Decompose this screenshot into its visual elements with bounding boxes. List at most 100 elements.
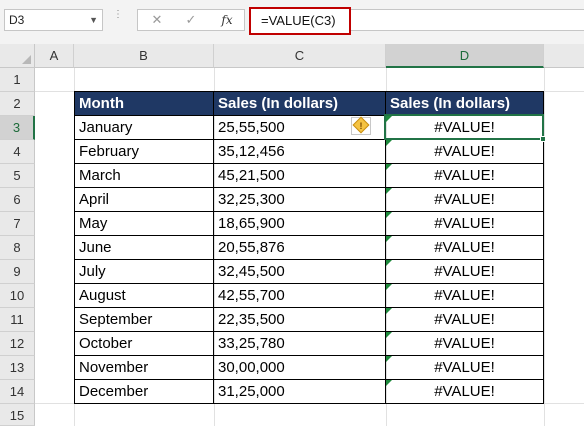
month-cell[interactable]: November bbox=[74, 355, 214, 380]
result-value: #VALUE! bbox=[434, 359, 495, 376]
row-header-8[interactable]: 8 bbox=[0, 236, 35, 260]
error-flag-icon bbox=[386, 380, 392, 386]
result-cell[interactable]: #VALUE! bbox=[385, 331, 544, 356]
error-flag-icon bbox=[386, 308, 392, 314]
formula-bar: D3 ▼ ⋮ ✕ ✓ fx =VALUE(C3) bbox=[0, 0, 584, 45]
table-row: December 31,25,000 #VALUE! bbox=[74, 379, 544, 404]
result-value: #VALUE! bbox=[434, 239, 495, 256]
table-row: June 20,55,876 #VALUE! bbox=[74, 235, 544, 260]
header-sales-value[interactable]: Sales (In dollars) bbox=[385, 91, 544, 116]
result-cell[interactable]: #VALUE! bbox=[385, 211, 544, 236]
chevron-down-icon[interactable]: ▼ bbox=[89, 15, 98, 25]
formula-input[interactable]: =VALUE(C3) bbox=[249, 7, 351, 35]
error-flag-icon bbox=[386, 116, 392, 122]
row-header-10[interactable]: 10 bbox=[0, 284, 35, 308]
formula-buttons: ✕ ✓ fx bbox=[137, 9, 245, 31]
row-header-7[interactable]: 7 bbox=[0, 212, 35, 236]
month-cell[interactable]: March bbox=[74, 163, 214, 188]
row-header-15[interactable]: 15 bbox=[0, 404, 35, 426]
sales-cell[interactable]: 20,55,876 bbox=[213, 235, 386, 260]
month-cell[interactable]: June bbox=[74, 235, 214, 260]
header-sales[interactable]: Sales (In dollars) bbox=[213, 91, 386, 116]
result-cell[interactable]: #VALUE! bbox=[385, 379, 544, 404]
row-header-5[interactable]: 5 bbox=[0, 164, 35, 188]
row-header-1[interactable]: 1 bbox=[0, 68, 35, 92]
name-box-value: D3 bbox=[9, 13, 25, 27]
sales-cell[interactable]: 31,25,000 bbox=[213, 379, 386, 404]
row-header-14[interactable]: 14 bbox=[0, 380, 35, 404]
column-header-d[interactable]: D bbox=[386, 44, 544, 68]
result-value: #VALUE! bbox=[434, 215, 495, 232]
result-cell[interactable]: #VALUE! bbox=[385, 259, 544, 284]
month-cell[interactable]: August bbox=[74, 283, 214, 308]
table-row: July 32,45,500 #VALUE! bbox=[74, 259, 544, 284]
result-value: #VALUE! bbox=[434, 287, 495, 304]
table-row: September 22,35,500 #VALUE! bbox=[74, 307, 544, 332]
table-row: October 33,25,780 #VALUE! bbox=[74, 331, 544, 356]
insert-function-button[interactable]: fx bbox=[221, 13, 233, 27]
sales-cell[interactable]: 18,65,900 bbox=[213, 211, 386, 236]
warning-diamond-icon[interactable]: ! bbox=[351, 116, 371, 135]
table-header-row: Month Sales (In dollars) Sales (In dolla… bbox=[74, 91, 544, 116]
enter-icon[interactable]: ✓ bbox=[185, 12, 197, 27]
sales-cell[interactable]: 32,25,300 bbox=[213, 187, 386, 212]
column-header-b[interactable]: B bbox=[74, 44, 214, 68]
error-flag-icon bbox=[386, 284, 392, 290]
month-cell[interactable]: February bbox=[74, 139, 214, 164]
row-header-11[interactable]: 11 bbox=[0, 308, 35, 332]
error-flag-icon bbox=[386, 356, 392, 362]
select-all-button[interactable] bbox=[0, 44, 35, 68]
month-cell[interactable]: September bbox=[74, 307, 214, 332]
month-cell[interactable]: April bbox=[74, 187, 214, 212]
row-header-12[interactable]: 12 bbox=[0, 332, 35, 356]
name-box[interactable]: D3 ▼ bbox=[4, 9, 103, 31]
month-cell[interactable]: October bbox=[74, 331, 214, 356]
month-cell[interactable]: May bbox=[74, 211, 214, 236]
row-header-13[interactable]: 13 bbox=[0, 356, 35, 380]
header-month[interactable]: Month bbox=[74, 91, 214, 116]
sales-cell[interactable]: 42,55,700 bbox=[213, 283, 386, 308]
result-value: #VALUE! bbox=[434, 263, 495, 280]
cancel-icon[interactable]: ✕ bbox=[151, 12, 163, 27]
error-flag-icon bbox=[386, 332, 392, 338]
formula-input-extension[interactable] bbox=[351, 9, 584, 31]
result-cell[interactable]: #VALUE! bbox=[385, 139, 544, 164]
table-row: April 32,25,300 #VALUE! bbox=[74, 187, 544, 212]
row-header-6[interactable]: 6 bbox=[0, 188, 35, 212]
month-cell[interactable]: July bbox=[74, 259, 214, 284]
column-header-a[interactable]: A bbox=[35, 44, 74, 68]
table-row: August 42,55,700 #VALUE! bbox=[74, 283, 544, 308]
result-value: #VALUE! bbox=[434, 167, 495, 184]
row-header-4[interactable]: 4 bbox=[0, 140, 35, 164]
drag-handle-icon[interactable]: ⋮ bbox=[113, 9, 123, 20]
column-header-e[interactable] bbox=[544, 44, 584, 68]
sales-cell[interactable]: 30,00,000 bbox=[213, 355, 386, 380]
sales-cell[interactable]: 32,45,500 bbox=[213, 259, 386, 284]
result-value: #VALUE! bbox=[434, 311, 495, 328]
column-header-c[interactable]: C bbox=[214, 44, 386, 68]
result-value: #VALUE! bbox=[434, 383, 495, 400]
gridline bbox=[35, 403, 584, 404]
result-cell[interactable]: #VALUE! bbox=[385, 187, 544, 212]
result-cell[interactable]: #VALUE! bbox=[385, 235, 544, 260]
sales-cell[interactable]: 35,12,456 bbox=[213, 139, 386, 164]
result-cell[interactable]: #VALUE! bbox=[385, 355, 544, 380]
table-row: January 25,55,500 #VALUE! bbox=[74, 115, 544, 140]
month-cell[interactable]: January bbox=[74, 115, 214, 140]
result-cell[interactable]: #VALUE! bbox=[385, 163, 544, 188]
sales-cell[interactable]: 45,21,500 bbox=[213, 163, 386, 188]
exclamation-icon: ! bbox=[359, 121, 363, 131]
table-row: February 35,12,456 #VALUE! bbox=[74, 139, 544, 164]
sales-cell[interactable]: 22,35,500 bbox=[213, 307, 386, 332]
result-cell[interactable]: #VALUE! bbox=[385, 115, 544, 140]
table-row: March 45,21,500 #VALUE! bbox=[74, 163, 544, 188]
result-cell[interactable]: #VALUE! bbox=[385, 307, 544, 332]
row-header-3[interactable]: 3 bbox=[0, 116, 35, 140]
fill-handle[interactable] bbox=[540, 136, 546, 142]
table-row: November 30,00,000 #VALUE! bbox=[74, 355, 544, 380]
row-header-2[interactable]: 2 bbox=[0, 92, 35, 116]
sales-cell[interactable]: 33,25,780 bbox=[213, 331, 386, 356]
month-cell[interactable]: December bbox=[74, 379, 214, 404]
row-header-9[interactable]: 9 bbox=[0, 260, 35, 284]
result-cell[interactable]: #VALUE! bbox=[385, 283, 544, 308]
